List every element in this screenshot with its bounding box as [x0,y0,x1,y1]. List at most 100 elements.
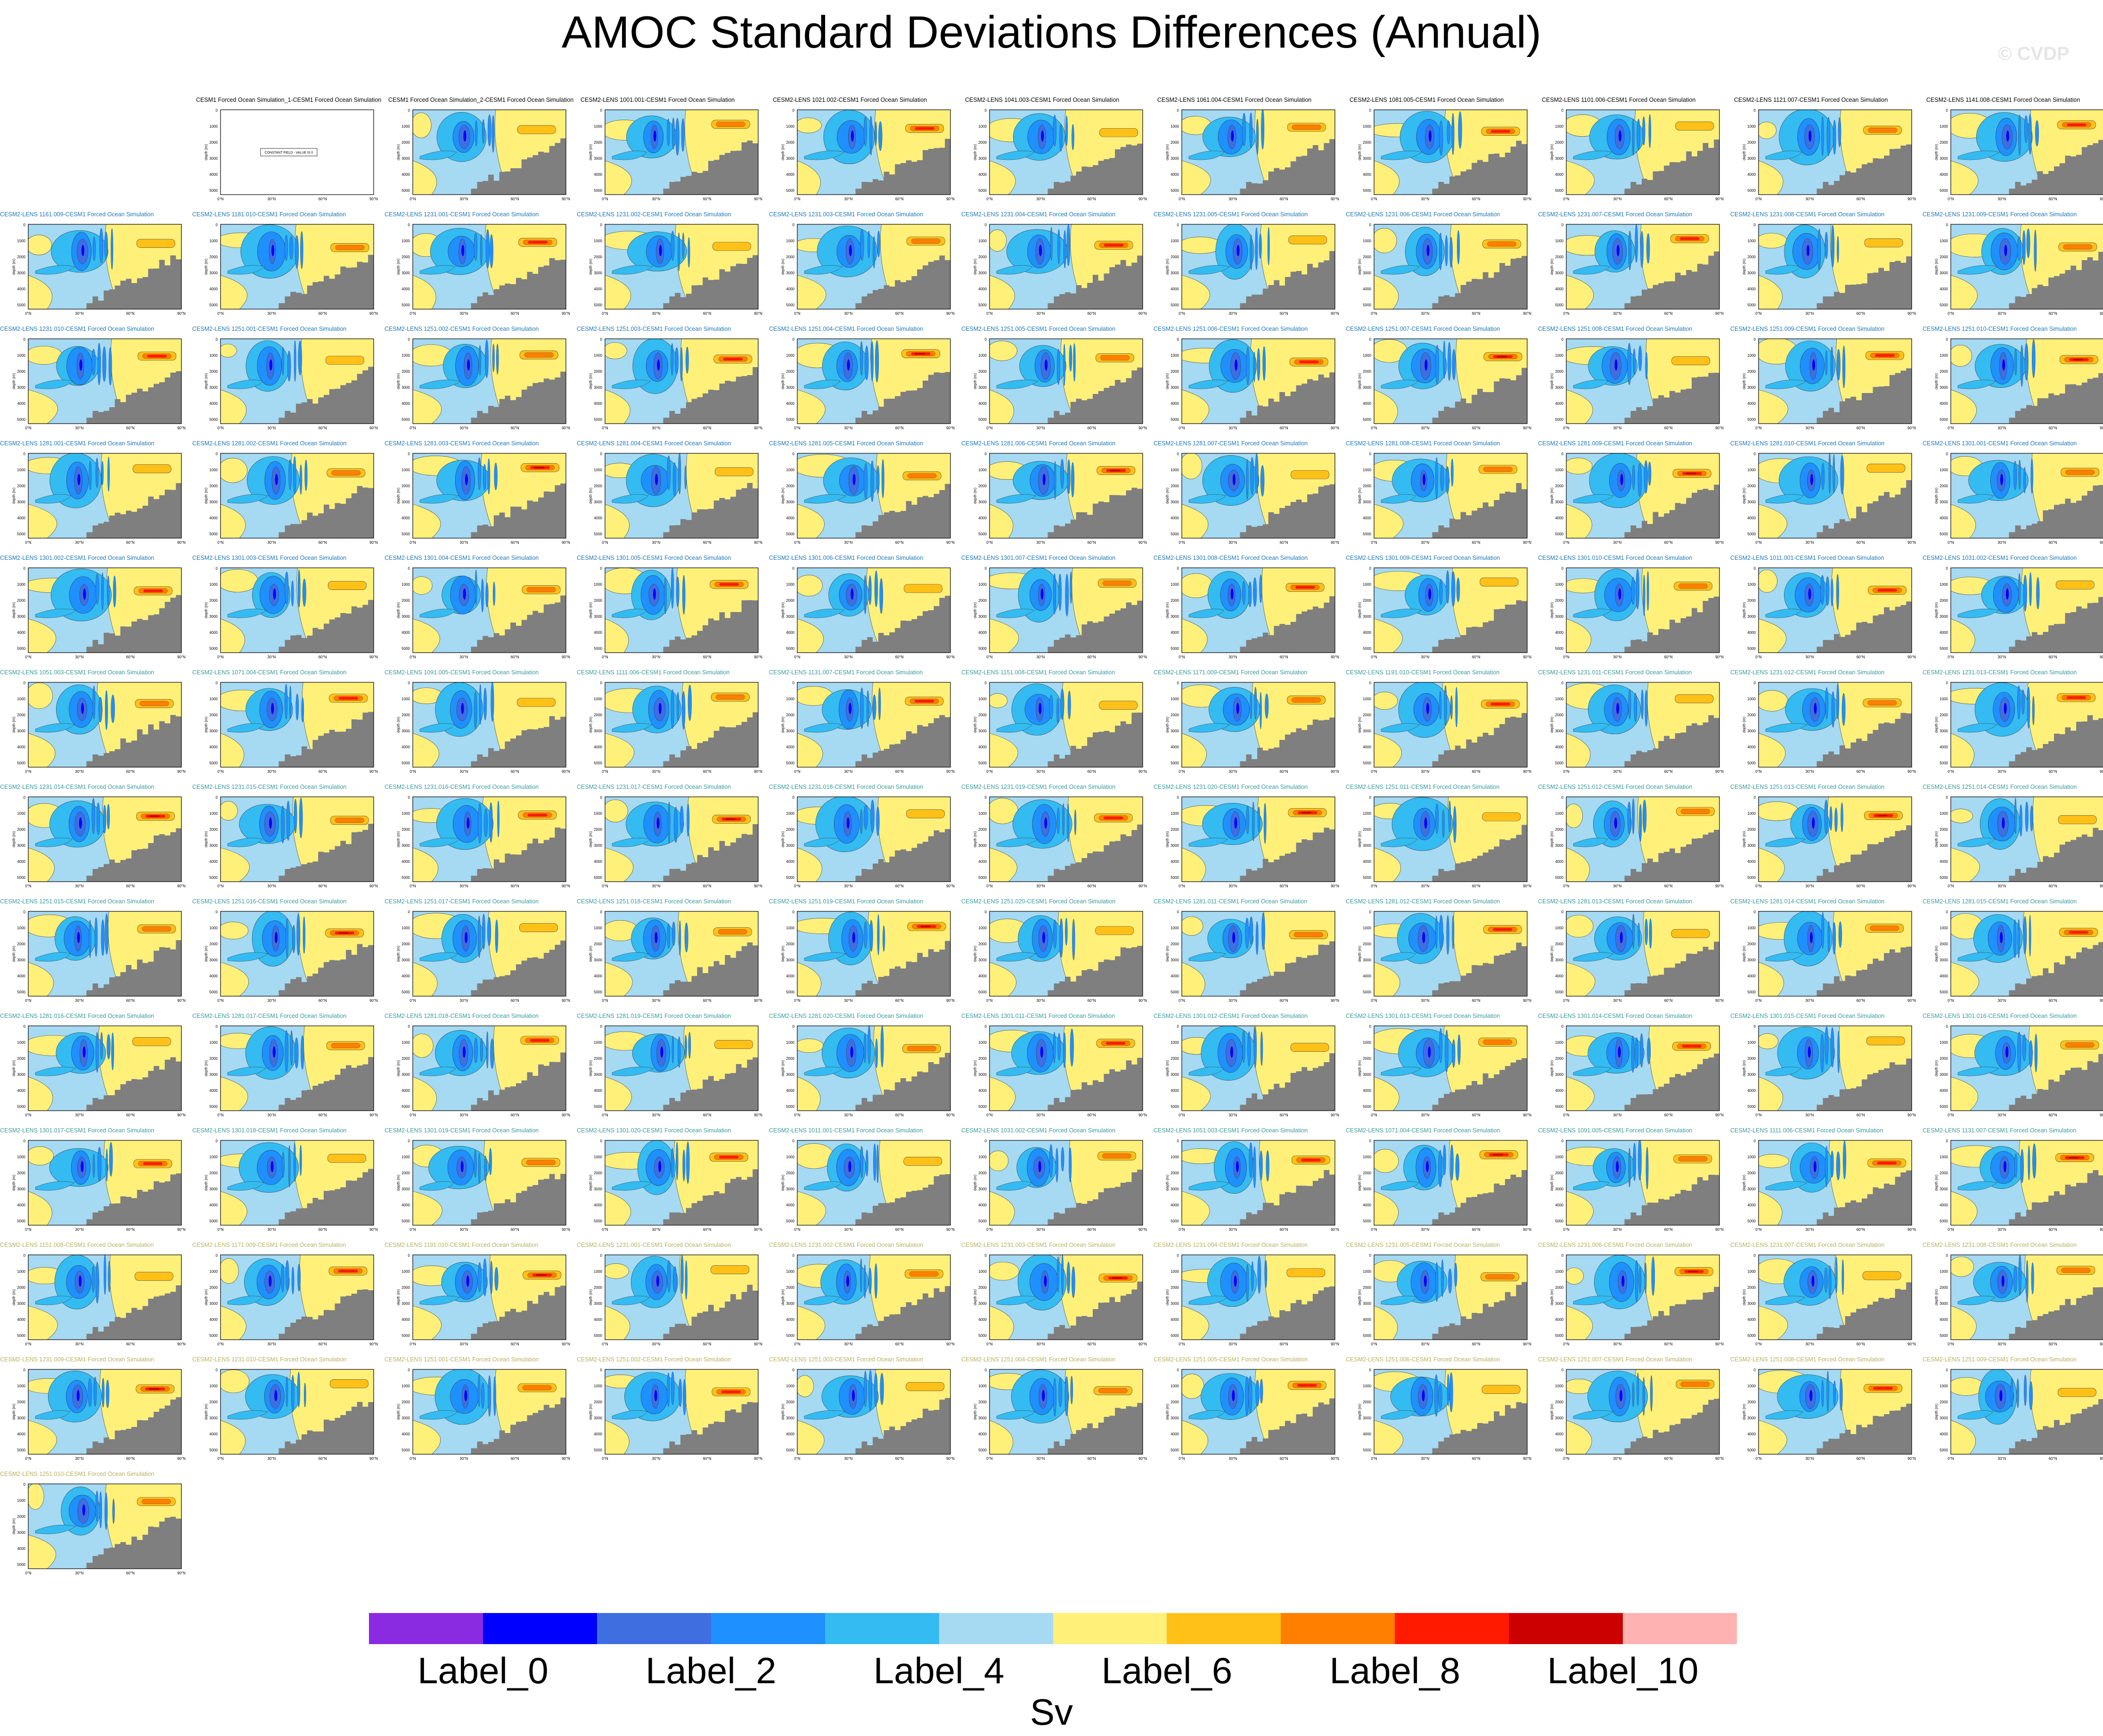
negative-streak [297,1372,300,1408]
x-tick-label: 90°N [1907,197,1916,201]
y-tick-label: 2000 [1747,713,1756,717]
negative-streak [1439,232,1442,270]
negative-tongue [419,837,461,847]
panel: CESM2-LENS 1251.018-CESM1 Forced Ocean S… [577,898,769,1013]
x-tick-label: 0°N [409,311,416,316]
y-tick-label: 0 [600,452,603,456]
x-tick-label: 0°N [217,1342,224,1346]
panel-title: CESM2-LENS 1251.004-CESM1 Forced Ocean S… [769,326,924,332]
y-tick-label: 5000 [1170,1334,1179,1338]
y-tick-label: 3000 [786,1073,794,1077]
y-axis-label: depth (m) [589,1060,593,1077]
bathymetry-mask [2015,715,2103,767]
positive-patch [221,344,237,358]
panel-title: CESM2-LENS 1251.007-CESM1 Forced Ocean S… [1346,326,1500,332]
panel-title: CESM2-LENS 1281.019-CESM1 Forced Ocean S… [577,1013,731,1019]
negative-tongue [612,723,653,733]
y-tick-label: 1000 [1170,239,1179,243]
band-max [149,1388,159,1390]
plot-frame [1181,338,1335,424]
negative-tongue [419,608,457,618]
negative-core [273,588,276,600]
y-axis-label: depth (m) [204,488,208,504]
plot-frame [1566,682,1720,768]
x-tick-label: 90°N [754,1457,762,1461]
plot-frame [797,1369,951,1455]
x-tick-label: 0°N [409,770,416,774]
y-tick-label: 3000 [1170,843,1179,848]
y-tick-label: 3000 [401,271,410,275]
negative-streak [875,1038,878,1068]
band-strongest [143,589,163,592]
panel: CESM2-LENS 1301.010-CESM1 Forced Ocean S… [1538,555,1730,669]
plot-frame [1566,224,1720,310]
negative-tongue [419,265,455,275]
negative-streak [286,801,290,841]
y-tick-label: 0 [24,337,26,342]
x-tick-label: 30°N [1036,1342,1045,1346]
x-tick-label: 0°N [986,655,993,659]
negative-tongue [1188,1410,1226,1420]
negative-tongue [1765,1295,1806,1305]
negative-streak [1067,459,1071,494]
bathymetry-mask [1823,712,1912,767]
y-tick-label: 1000 [1170,124,1179,129]
x-tick-label: 30°N [459,426,468,430]
x-tick-label: 90°N [562,426,570,430]
x-tick-label: 30°N [1997,884,2006,888]
y-tick-label: 1000 [978,582,987,587]
y-tick-label: 1000 [978,697,987,701]
y-tick-label: 2000 [1747,1286,1756,1290]
y-tick-label: 4000 [1747,1432,1756,1436]
x-tick-label: 30°N [844,197,852,201]
y-tick-label: 5000 [1363,418,1371,422]
bathymetry-mask [1054,255,1143,309]
bathymetry-mask [1047,303,1057,309]
bathymetry-mask [2009,532,2019,538]
negative-streak [881,459,884,499]
x-tick-label: 60°N [703,1457,712,1461]
x-tick-label: 90°N [1523,884,1531,888]
negative-streak [1650,1375,1653,1412]
y-tick-label: 5000 [978,1334,987,1338]
y-axis-label: depth (m) [1934,602,1939,619]
negative-streak [870,460,874,502]
y-tick-label: 3000 [1939,271,1948,275]
y-tick-label: 0 [408,1024,410,1029]
y-tick-label: 0 [985,108,987,113]
x-tick-label: 30°N [1613,1113,1621,1117]
panel: CESM2-LENS 1301.006-CESM1 Forced Ocean S… [769,555,961,669]
bathymetry-mask [1823,480,1912,538]
plot-frame [1950,1025,2103,1111]
bathymetry-mask [477,708,566,767]
y-tick-label: 3000 [1555,729,1563,733]
y-tick-label: 2000 [594,1056,602,1061]
band-max [725,818,736,820]
band-strongest [530,1039,550,1042]
y-tick-label: 2000 [17,369,25,374]
negative-streak [1259,574,1262,603]
negative-streak [871,341,874,382]
y-tick-label: 5000 [1939,1105,1948,1109]
y-tick-label: 1000 [1747,697,1756,701]
panel-title: CESM2-LENS 1301.008-CESM1 Forced Ocean S… [1154,555,1308,561]
band-strong [141,1499,171,1504]
negative-streak [478,1153,481,1184]
x-tick-label: 60°N [2049,540,2057,545]
panel-title: CESM2-LENS 1231.001-CESM1 Forced Ocean S… [385,211,539,218]
plot-frame [1374,453,1528,539]
y-tick-label: 5000 [1747,1219,1756,1223]
negative-streak [671,568,674,609]
negative-tongue [419,150,458,160]
bathymetry-mask [278,418,288,424]
panel-title: CESM2-LENS 1091.005-CESM1 Forced Ocean S… [1538,1127,1693,1134]
y-axis-label: depth (m) [973,602,977,619]
bathymetry-mask [1438,1053,1527,1111]
bathymetry-mask [278,1105,288,1111]
y-axis-label: depth (m) [1358,717,1362,733]
band-strongest [1104,816,1123,819]
x-tick-label: 60°N [319,540,327,545]
x-tick-label: 60°N [319,1457,327,1461]
negative-streak [1449,237,1453,268]
